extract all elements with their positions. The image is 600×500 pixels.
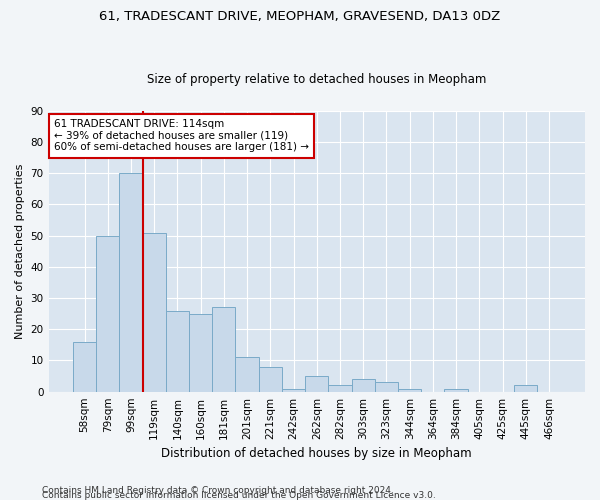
Bar [375, 382, 398, 392]
Bar [189, 314, 212, 392]
X-axis label: Distribution of detached houses by size in Meopham: Distribution of detached houses by size … [161, 447, 472, 460]
Bar [212, 308, 235, 392]
Bar [259, 366, 282, 392]
Bar [73, 342, 96, 392]
Text: 61 TRADESCANT DRIVE: 114sqm
← 39% of detached houses are smaller (119)
60% of se: 61 TRADESCANT DRIVE: 114sqm ← 39% of det… [54, 119, 309, 152]
Bar [305, 376, 328, 392]
Text: Contains HM Land Registry data © Crown copyright and database right 2024.: Contains HM Land Registry data © Crown c… [42, 486, 394, 495]
Bar [445, 388, 468, 392]
Text: 61, TRADESCANT DRIVE, MEOPHAM, GRAVESEND, DA13 0DZ: 61, TRADESCANT DRIVE, MEOPHAM, GRAVESEND… [100, 10, 500, 23]
Title: Size of property relative to detached houses in Meopham: Size of property relative to detached ho… [147, 73, 487, 86]
Y-axis label: Number of detached properties: Number of detached properties [15, 164, 25, 339]
Bar [514, 386, 538, 392]
Bar [166, 310, 189, 392]
Bar [119, 173, 143, 392]
Bar [96, 236, 119, 392]
Bar [282, 388, 305, 392]
Bar [352, 379, 375, 392]
Bar [328, 386, 352, 392]
Bar [398, 388, 421, 392]
Bar [143, 232, 166, 392]
Text: Contains public sector information licensed under the Open Government Licence v3: Contains public sector information licen… [42, 490, 436, 500]
Bar [235, 358, 259, 392]
